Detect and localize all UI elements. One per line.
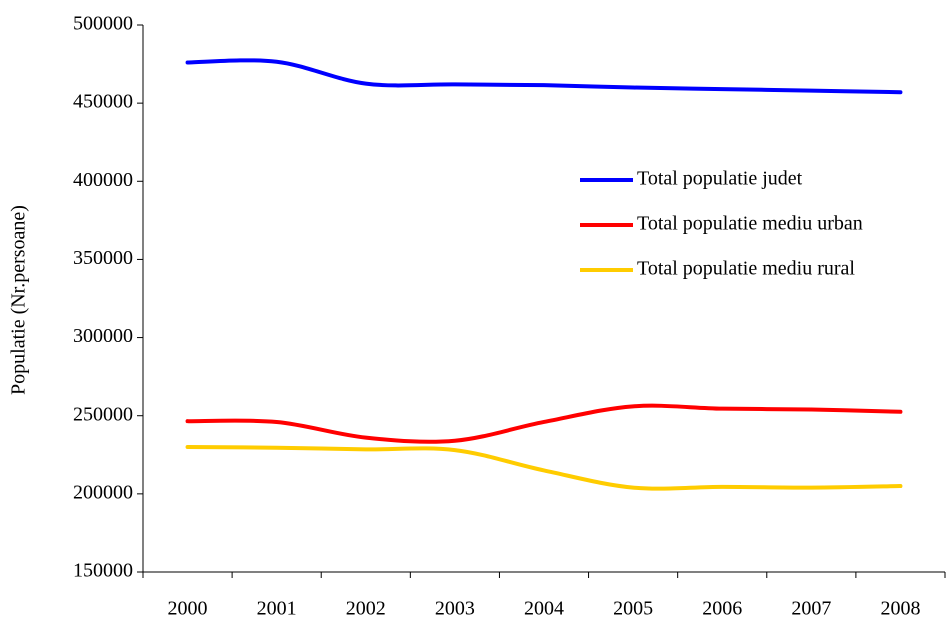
x-tick-label: 2000 — [168, 598, 208, 620]
legend-label: Total populatie judet — [637, 168, 803, 190]
line — [185, 403, 903, 444]
legend-label: Total populatie mediu urban — [637, 213, 863, 235]
y-axis-label: Populatie (Nr.persoane) — [8, 205, 30, 395]
line — [185, 58, 903, 95]
x-tick-label: 2006 — [702, 598, 742, 620]
x-tick-label: 2005 — [613, 598, 653, 620]
x-tick-label: 2001 — [257, 598, 297, 620]
y-tick-label: 350000 — [73, 247, 133, 269]
y-tick-label: 450000 — [73, 91, 133, 113]
line — [185, 444, 903, 491]
y-tick-label: 300000 — [73, 325, 133, 347]
y-tick-label: 500000 — [73, 13, 133, 35]
x-tick-label: 2004 — [524, 598, 564, 620]
x-tick-label: 2008 — [880, 598, 920, 620]
x-tick-label: 2003 — [435, 598, 475, 620]
y-tick-label: 250000 — [73, 403, 133, 425]
x-tick-label: 2007 — [791, 598, 831, 620]
y-tick-label: 200000 — [73, 481, 133, 503]
x-tick-label: 2002 — [346, 598, 386, 620]
y-tick-label: 150000 — [73, 560, 133, 582]
legend-label: Total populatie mediu rural — [637, 258, 855, 280]
y-tick-label: 400000 — [73, 169, 133, 191]
